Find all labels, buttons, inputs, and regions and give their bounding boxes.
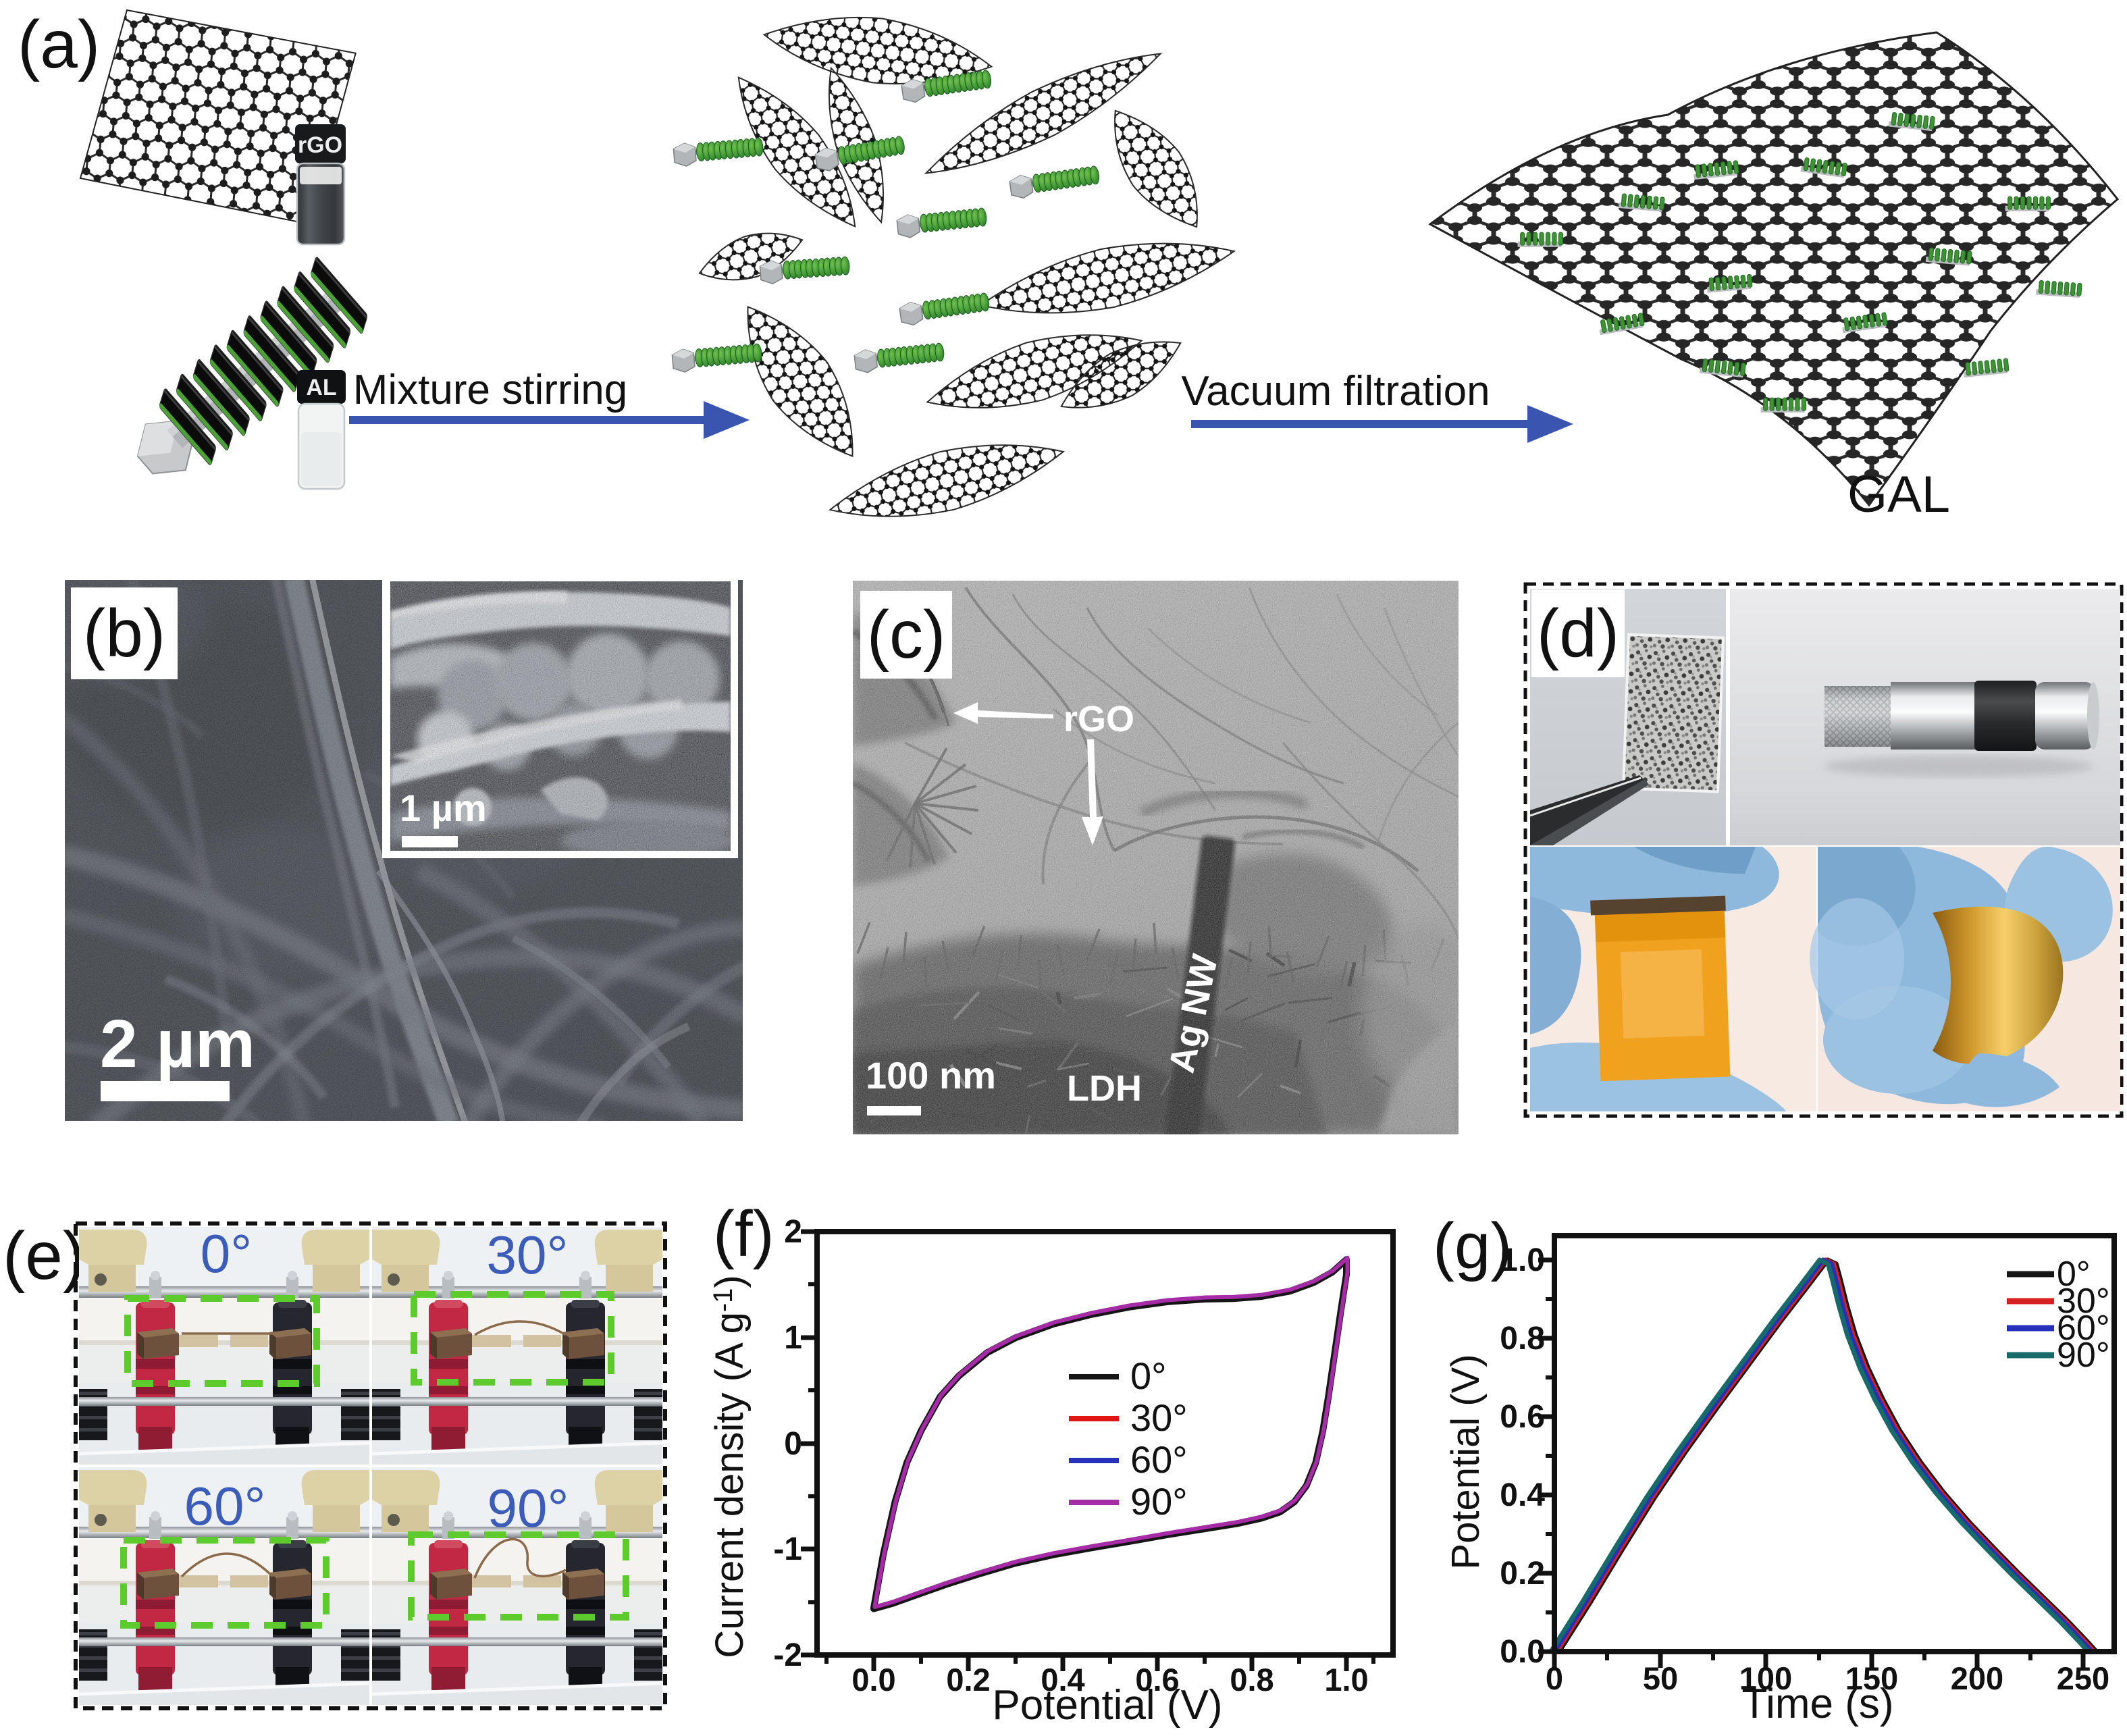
svg-text:0.2: 0.2	[946, 1662, 990, 1698]
svg-text:LDH: LDH	[1067, 1068, 1142, 1109]
svg-text:30°: 30°	[487, 1225, 569, 1285]
svg-text:30°: 30°	[2057, 1282, 2110, 1321]
svg-text:100: 100	[1739, 1660, 1792, 1696]
svg-text:Time (s): Time (s)	[1742, 1681, 1894, 1727]
svg-text:(b): (b)	[83, 596, 165, 671]
svg-text:0.0: 0.0	[1500, 1634, 1545, 1670]
svg-text:1: 1	[784, 1320, 802, 1356]
svg-text:0: 0	[1546, 1660, 1563, 1696]
svg-text:(c): (c)	[867, 597, 946, 673]
svg-text:0°: 0°	[2057, 1255, 2091, 1294]
svg-text:60°: 60°	[2057, 1309, 2110, 1348]
svg-text:50: 50	[1643, 1660, 1678, 1696]
svg-text:90°: 90°	[2057, 1336, 2110, 1375]
svg-text:-2: -2	[773, 1637, 802, 1673]
svg-text:200: 200	[1951, 1660, 2003, 1696]
svg-text:Potential (V): Potential (V)	[992, 1682, 1222, 1729]
svg-text:0.6: 0.6	[1135, 1662, 1179, 1698]
svg-text:2: 2	[784, 1214, 802, 1250]
svg-text:1.0: 1.0	[1324, 1662, 1368, 1698]
svg-text:250: 250	[2057, 1660, 2109, 1696]
svg-text:(d): (d)	[1537, 596, 1619, 671]
svg-text:(a): (a)	[18, 7, 100, 82]
svg-text:0.6: 0.6	[1500, 1399, 1545, 1435]
svg-text:30°: 30°	[1130, 1396, 1188, 1439]
svg-text:2 µm: 2 µm	[100, 1006, 255, 1082]
svg-text:60°: 60°	[184, 1476, 266, 1536]
svg-text:0.4: 0.4	[1041, 1662, 1084, 1698]
svg-text:0.8: 0.8	[1230, 1662, 1273, 1698]
svg-text:150: 150	[1845, 1660, 1898, 1696]
svg-text:rGO: rGO	[298, 132, 342, 158]
svg-text:1.0: 1.0	[1500, 1242, 1545, 1278]
svg-text:1 µm: 1 µm	[400, 787, 487, 829]
svg-text:0.8: 0.8	[1500, 1321, 1545, 1357]
svg-text:0.4: 0.4	[1500, 1477, 1545, 1513]
svg-text:(e): (e)	[3, 1218, 85, 1294]
svg-text:0.2: 0.2	[1500, 1556, 1545, 1592]
svg-text:90°: 90°	[488, 1478, 569, 1538]
svg-text:AL: AL	[306, 375, 336, 400]
svg-text:GAL: GAL	[1847, 466, 1950, 523]
svg-text:0°: 0°	[201, 1224, 252, 1284]
svg-text:Mixture stirring: Mixture stirring	[353, 367, 628, 413]
svg-text:rGO: rGO	[1064, 699, 1134, 739]
svg-text:0.0: 0.0	[851, 1662, 895, 1698]
svg-text:Potential (V): Potential (V)	[1444, 1354, 1488, 1569]
svg-text:0: 0	[784, 1426, 802, 1462]
svg-text:-1: -1	[773, 1531, 802, 1567]
svg-text:60°: 60°	[1130, 1438, 1188, 1481]
svg-text:90°: 90°	[1130, 1480, 1188, 1523]
svg-text:100 nm: 100 nm	[866, 1054, 996, 1097]
svg-text:Vacuum filtration: Vacuum filtration	[1181, 368, 1490, 415]
svg-text:Current density (A g-1): Current density (A g-1)	[708, 1275, 752, 1658]
svg-text:(f): (f)	[713, 1198, 774, 1270]
svg-text:0°: 0°	[1130, 1354, 1167, 1397]
svg-text:(g): (g)	[1433, 1210, 1512, 1282]
